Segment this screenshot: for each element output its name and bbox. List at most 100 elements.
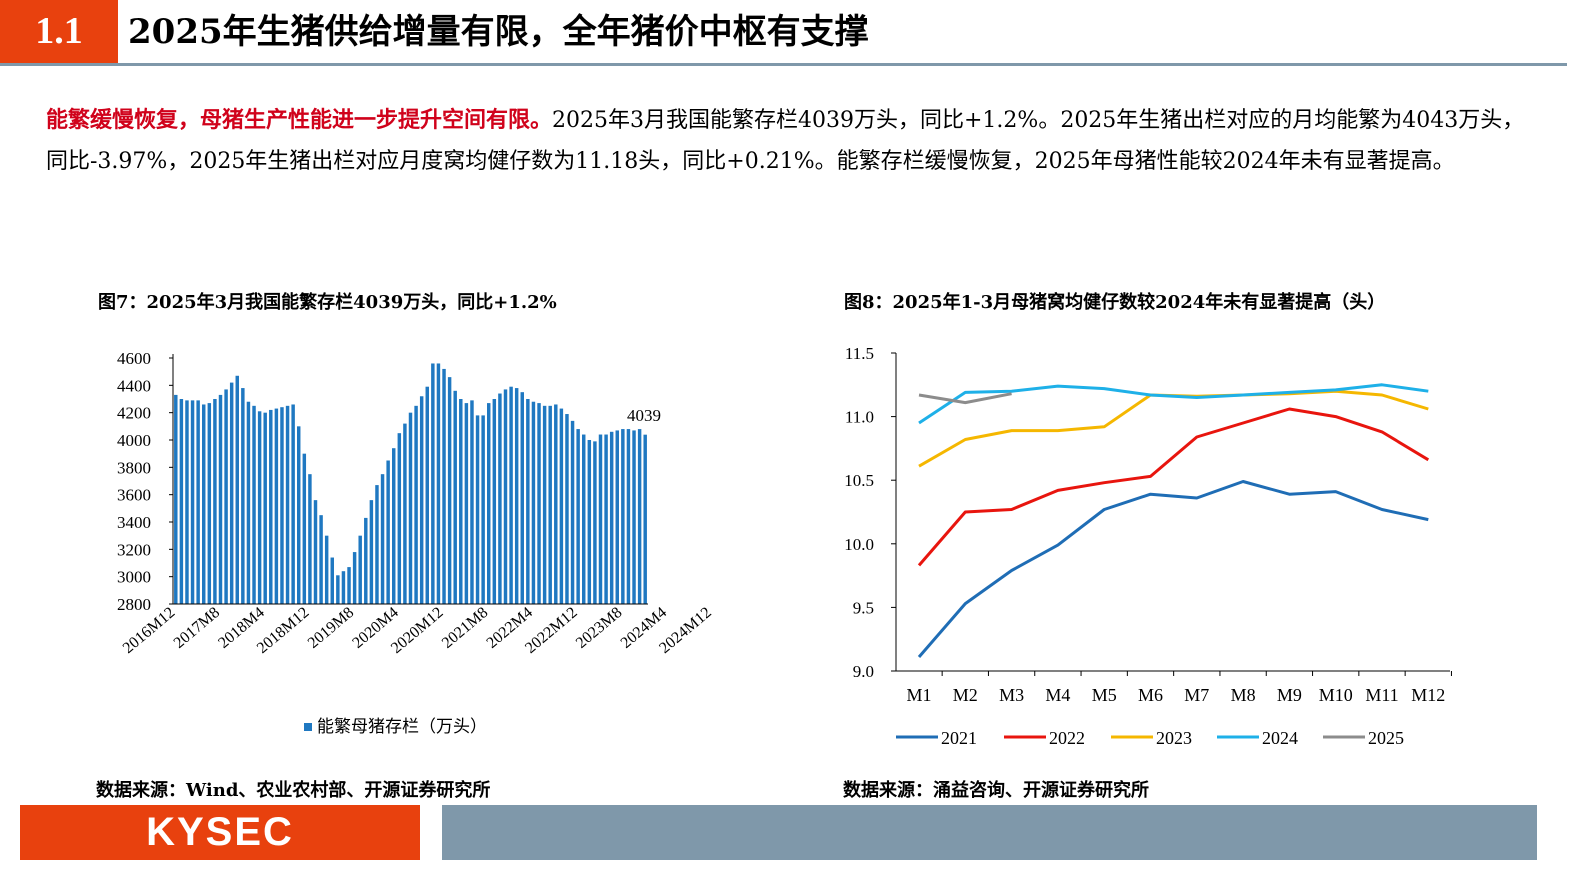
fig8-source: 数据来源：涌益咨询、开源证券研究所 <box>843 780 1149 801</box>
bar <box>587 440 592 604</box>
bar <box>637 429 642 604</box>
bar <box>481 415 485 604</box>
bar <box>274 408 279 604</box>
paragraph-body: 2025年3月我国能繁存栏4039万头，同比+1.2%。2025年生猪出栏对应的… <box>46 108 1525 174</box>
bar <box>392 448 396 604</box>
bar <box>576 429 580 604</box>
y-tick-label: 3600 <box>117 486 151 505</box>
header: 1.1 2025年生猪供给增量有限，全年猪价中枢有支撑 <box>0 0 1587 68</box>
bar <box>386 460 390 604</box>
bar <box>179 399 184 604</box>
x-tick-label: M3 <box>999 685 1024 705</box>
legend-label: 能繁母猪存栏（万头） <box>317 717 487 736</box>
y-tick-label: 10.5 <box>844 471 874 490</box>
bar <box>609 431 614 604</box>
bar <box>202 404 206 604</box>
series-line-2022 <box>917 407 1430 567</box>
bar <box>196 400 200 604</box>
bar <box>241 388 245 604</box>
bar <box>453 390 457 604</box>
y-tick-label: 11.0 <box>845 408 874 427</box>
bar <box>470 400 474 604</box>
legend-label: 2025 <box>1368 728 1404 748</box>
legend-label: 2023 <box>1156 728 1192 748</box>
bar <box>185 400 189 604</box>
x-tick-label: M1 <box>906 685 931 705</box>
bar <box>190 400 195 604</box>
bar <box>431 363 435 604</box>
litter-size-line-chart: 11.5 11.0 10.5 10.0 9.5 9.0 M1 M2 M3 M4 M5 M6 M7 M8 M9… <box>844 344 1452 748</box>
y-tick-label: 4600 <box>117 349 151 368</box>
legend-swatch <box>304 723 312 731</box>
bar <box>403 423 407 604</box>
bar <box>252 405 256 604</box>
bar <box>419 396 424 604</box>
y-tick-label: 2800 <box>117 595 151 614</box>
header-rule <box>0 63 1567 66</box>
x-tick-label: 2021M8 <box>439 604 491 652</box>
x-tick-label: M10 <box>1319 685 1353 705</box>
paragraph-lead: 能繁缓慢恢复，母猪生产性能进一步提升空间有限。 <box>46 107 553 133</box>
x-tick-label: 2017M8 <box>171 604 223 652</box>
bar <box>347 567 351 604</box>
bar <box>554 404 558 604</box>
bar <box>257 411 262 604</box>
bar <box>369 500 374 604</box>
bar <box>492 399 497 604</box>
bar <box>548 405 552 604</box>
x-tick-label: 2023M8 <box>573 604 625 652</box>
fig7-title: 图7：2025年3月我国能繁存栏4039万头，同比+1.2% <box>98 292 557 313</box>
y-tick-label: 3800 <box>117 458 151 477</box>
bar <box>570 420 575 604</box>
bar <box>464 403 469 604</box>
x-tick-label: M5 <box>1092 685 1117 705</box>
bar <box>643 434 647 604</box>
y-tick-label: 9.0 <box>853 662 874 681</box>
x-tick-label: M7 <box>1184 685 1209 705</box>
bar <box>380 474 385 604</box>
y-tick-label: 3200 <box>117 540 151 559</box>
series-line-2021 <box>917 480 1429 658</box>
bar <box>319 515 323 604</box>
bar <box>297 426 301 604</box>
bar <box>526 399 530 604</box>
x-tick-label: M6 <box>1138 685 1163 705</box>
bar <box>621 429 625 604</box>
bar <box>229 382 234 604</box>
bar <box>447 377 452 604</box>
bar <box>632 430 636 604</box>
bar <box>537 403 541 604</box>
y-tick-label: 3000 <box>117 568 151 587</box>
bar <box>218 394 223 604</box>
bar <box>313 500 318 604</box>
y-tick-label: 3400 <box>117 513 151 532</box>
sow-inventory-bar-chart: 4600 4400 4200 4000 3800 3600 3400 3200 3000 2800… <box>117 349 715 736</box>
bar <box>408 412 413 604</box>
bar <box>582 434 586 604</box>
bar <box>559 408 564 604</box>
bar <box>324 535 329 604</box>
page-title: 2025年生猪供给增量有限，全年猪价中枢有支撑 <box>128 12 869 52</box>
bar <box>475 415 480 604</box>
x-tick-label: M12 <box>1411 685 1445 705</box>
bar <box>269 409 273 604</box>
bar <box>626 429 631 604</box>
bar <box>498 393 502 604</box>
bar <box>213 399 217 604</box>
bar <box>330 557 334 604</box>
y-tick-label: 9.5 <box>853 598 874 617</box>
legend-label: 2022 <box>1049 728 1085 748</box>
bar <box>593 441 597 604</box>
x-tick-label: M9 <box>1277 685 1302 705</box>
bar <box>615 430 619 604</box>
bar <box>341 571 346 604</box>
bar <box>436 363 441 604</box>
bar <box>520 392 524 604</box>
x-tick-label: 2019M8 <box>305 604 357 652</box>
series-line-2024 <box>918 383 1429 425</box>
x-tick-label: M4 <box>1045 685 1070 705</box>
bar <box>352 552 357 604</box>
bar <box>358 535 362 604</box>
bar <box>487 403 491 604</box>
bar <box>531 401 536 604</box>
